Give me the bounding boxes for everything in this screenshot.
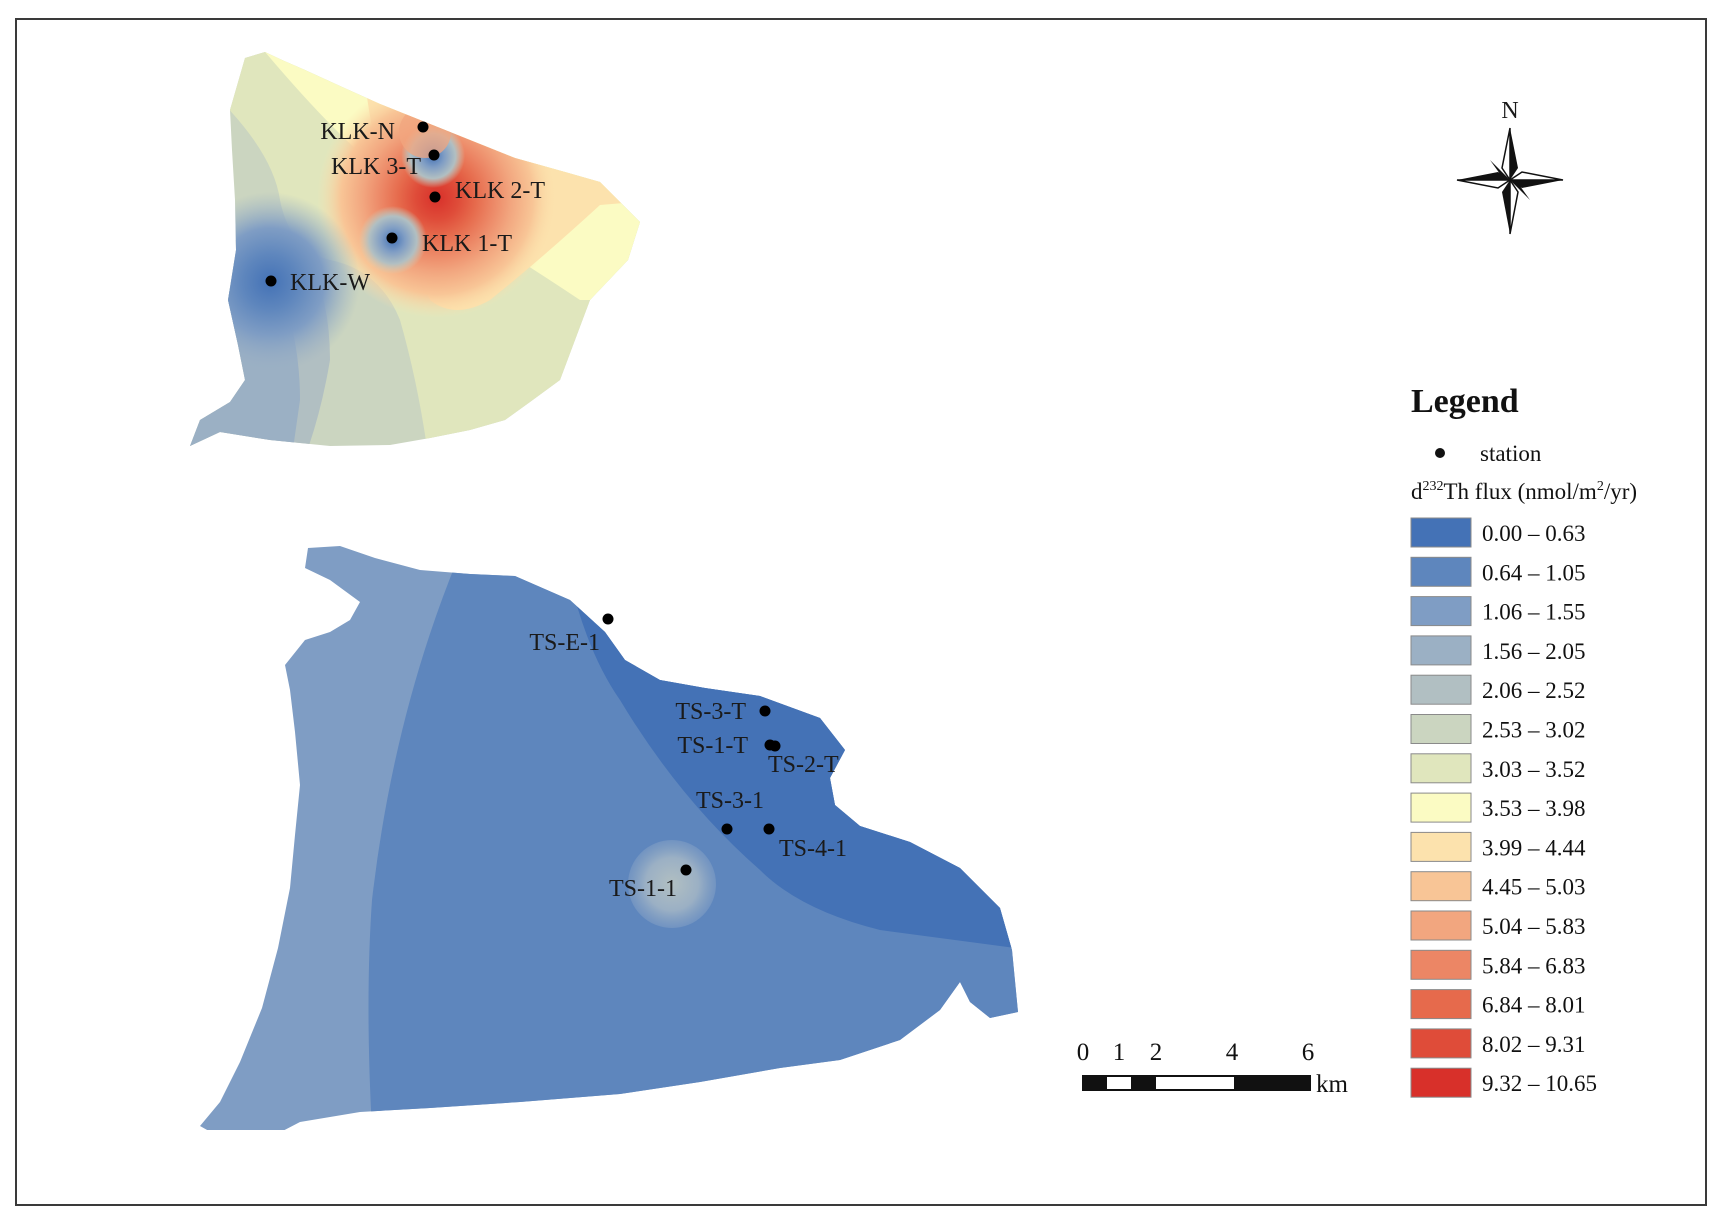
stations-layer: KLK-N KLK 3-T KLK 2-T KLK 1-T KLK-W TS-E-1 TS-… xyxy=(265,119,847,902)
legend-class-label: 5.04 – 5.83 xyxy=(1482,914,1586,939)
legend-swatch xyxy=(1410,1067,1472,1098)
station-marker xyxy=(759,705,771,717)
legend-class-label: 8.02 – 9.31 xyxy=(1482,1032,1586,1057)
north-arrow-label: N xyxy=(1501,98,1518,124)
scale-tick-0: 0 xyxy=(1077,1039,1090,1066)
scale-bar: 0 1 2 4 6 km xyxy=(1077,1039,1349,1098)
legend-swatch xyxy=(1410,871,1472,902)
station-label: KLK 3-T xyxy=(331,154,421,180)
station-label: KLK-N xyxy=(320,119,395,145)
flux-suffix: /yr) xyxy=(1604,479,1637,504)
legend-class-label: 3.53 – 3.98 xyxy=(1482,796,1586,821)
scale-tick-1: 1 xyxy=(1113,1039,1126,1066)
station-marker xyxy=(417,121,429,133)
legend-swatch xyxy=(1410,635,1472,666)
legend-swatch xyxy=(1410,517,1472,548)
legend-class-label: 2.06 – 2.52 xyxy=(1482,678,1586,703)
station-label: TS-4-1 xyxy=(779,836,847,862)
legend-swatch xyxy=(1410,989,1472,1020)
scale-tick-4: 4 xyxy=(1226,1039,1239,1066)
station-symbol-icon xyxy=(1435,448,1445,458)
klk-region-map xyxy=(190,52,640,446)
station-marker xyxy=(429,191,441,203)
scale-tick-2: 2 xyxy=(1150,1039,1163,1066)
station-label: TS-1-1 xyxy=(609,876,677,902)
station-label: TS-1-T xyxy=(677,733,748,759)
legend-swatch xyxy=(1410,1028,1472,1059)
legend-class-label: 5.84 – 6.83 xyxy=(1482,953,1586,978)
legend-station-label: station xyxy=(1480,441,1542,466)
legend-swatch xyxy=(1410,556,1472,587)
legend-swatch xyxy=(1410,831,1472,862)
flux-middle: Th flux (nmol/m xyxy=(1444,479,1597,504)
station-label: KLK-W xyxy=(290,270,370,296)
station-label: TS-E-1 xyxy=(529,630,600,656)
station-marker xyxy=(721,823,733,835)
station-label: KLK 2-T xyxy=(455,178,545,204)
legend-swatch xyxy=(1410,674,1472,705)
legend-class-label: 0.00 – 0.63 xyxy=(1482,521,1586,546)
station-marker xyxy=(428,149,440,161)
legend-swatch xyxy=(1410,714,1472,744)
flux-exponent: 2 xyxy=(1597,479,1604,494)
legend-class-label: 6.84 – 8.01 xyxy=(1482,993,1586,1018)
flux-superscript: 232 xyxy=(1423,479,1444,494)
scale-unit: km xyxy=(1316,1071,1349,1098)
legend-class-label: 4.45 – 5.03 xyxy=(1482,875,1586,900)
legend-class-label: 3.03 – 3.52 xyxy=(1482,757,1586,782)
station-marker xyxy=(386,232,398,244)
legend-swatch xyxy=(1410,792,1472,823)
station-marker xyxy=(602,613,614,625)
station-label: KLK 1-T xyxy=(422,231,512,257)
station-marker xyxy=(680,864,692,876)
station-marker xyxy=(763,823,775,835)
legend-title: Legend xyxy=(1411,383,1519,420)
legend: Legend station d232Th flux (nmol/m2/yr) … xyxy=(1410,383,1637,1098)
legend-class-label: 1.06 – 1.55 xyxy=(1482,600,1586,625)
legend-classes: 0.00 – 0.63 0.64 – 1.05 1.06 – 1.55 1.56 – … xyxy=(1410,517,1597,1098)
legend-swatch xyxy=(1410,753,1472,784)
station-label: TS-3-1 xyxy=(696,788,764,814)
legend-class-label: 3.99 – 4.44 xyxy=(1482,835,1586,860)
map-frame xyxy=(15,18,1707,1206)
station-marker xyxy=(265,275,277,287)
north-arrow: N xyxy=(1456,98,1564,235)
legend-flux-heading: d232Th flux (nmol/m2/yr) xyxy=(1411,479,1637,504)
legend-swatch xyxy=(1410,949,1472,980)
legend-swatch xyxy=(1410,910,1472,941)
station-label: TS-3-T xyxy=(675,699,746,725)
scale-tick-6: 6 xyxy=(1302,1039,1315,1066)
legend-class-label: 2.53 – 3.02 xyxy=(1482,718,1586,743)
flux-prefix: d xyxy=(1411,479,1423,504)
legend-class-label: 9.32 – 10.65 xyxy=(1482,1071,1597,1096)
legend-swatch xyxy=(1410,596,1472,627)
station-label: TS-2-T xyxy=(768,752,839,778)
station-marker xyxy=(769,740,781,752)
legend-class-label: 0.64 – 1.05 xyxy=(1482,560,1586,585)
legend-class-label: 1.56 – 2.05 xyxy=(1482,639,1586,664)
